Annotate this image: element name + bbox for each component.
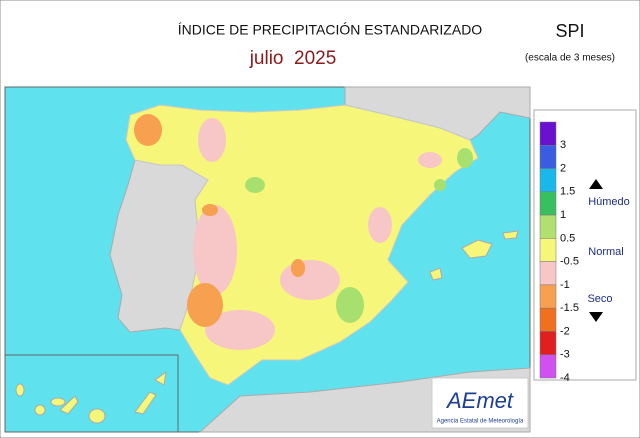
dry-areas xyxy=(193,118,442,350)
legend-swatch xyxy=(539,214,557,239)
wet-label: Húmedo xyxy=(588,196,630,208)
legend-tick-label: -1 xyxy=(560,279,570,291)
index-name: SPI xyxy=(555,21,584,41)
legend-swatch xyxy=(539,284,557,309)
dry-arrow xyxy=(589,312,603,322)
legend-swatch xyxy=(539,261,557,286)
legend-tick-label: -3 xyxy=(560,349,570,361)
legend-tick-label: 1 xyxy=(560,209,566,221)
legend-tick-label: 1.5 xyxy=(560,186,575,198)
logo-agency: Agencia Estatal de Meteorología xyxy=(437,419,524,425)
title: ÍNDICE DE PRECIPITACIÓN ESTANDARIZADO xyxy=(178,22,483,38)
dry-label: Seco xyxy=(587,293,612,305)
legend-swatch xyxy=(539,307,557,332)
wet-areas xyxy=(245,148,473,323)
ibiza xyxy=(429,267,443,281)
legend-swatch xyxy=(539,145,557,169)
legend-swatch xyxy=(539,168,557,193)
legend-tick-label: 3 xyxy=(560,139,566,151)
logo-box xyxy=(431,377,529,429)
legend: 3 2 1.5 1 0.5 -0.5 -1 -1.5 -2 -3 -4 xyxy=(533,109,637,384)
legend-tick-label: -2 xyxy=(560,325,570,337)
subtitle: julio 2025 xyxy=(249,48,337,69)
normal-label: Normal xyxy=(588,246,623,258)
legend-tick-label: -1.5 xyxy=(560,302,579,314)
legend-swatch xyxy=(539,191,557,216)
legend-tick-label: -4 xyxy=(560,372,570,384)
legend-swatch xyxy=(539,354,557,379)
menorca xyxy=(502,230,519,240)
legend-tick-label: 0.5 xyxy=(560,232,575,244)
canary-islands xyxy=(15,370,167,424)
wet-arrow xyxy=(589,179,603,189)
legend-swatch xyxy=(539,121,557,146)
map: AEmet Agencia Estatal de Meteorología xyxy=(4,86,531,433)
legend-swatch xyxy=(539,238,557,262)
index-scale: (escala de 3 meses) xyxy=(525,53,615,64)
logo-name: AEmet xyxy=(445,388,514,413)
legend-swatch xyxy=(539,331,557,355)
very-dry-areas xyxy=(134,114,305,327)
legend-tick-label: 2 xyxy=(560,162,566,174)
legend-tick-label: -0.5 xyxy=(560,256,579,268)
mallorca xyxy=(461,239,493,259)
